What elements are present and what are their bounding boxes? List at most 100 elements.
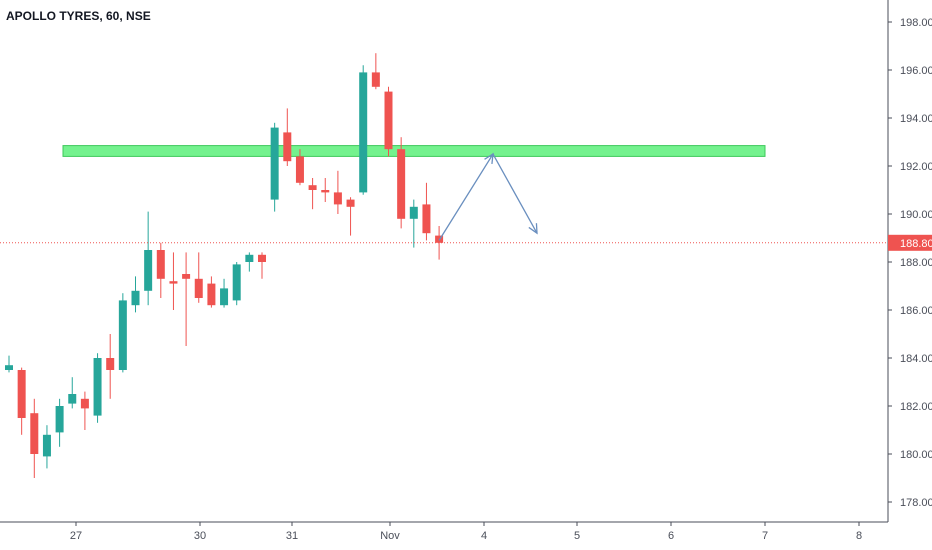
candle-down (156, 242, 165, 298)
candle-down (346, 197, 355, 236)
candle-body (68, 394, 77, 404)
resistance-zone[interactable] (62, 145, 766, 157)
candle-up (245, 252, 254, 272)
price-tick-label: 194.00 (900, 113, 932, 125)
candle-body (55, 406, 64, 433)
time-tick-label: 30 (194, 530, 206, 542)
price-tick-label: 188.00 (900, 257, 932, 269)
candle-body (17, 370, 26, 418)
candle-body (169, 281, 178, 284)
last-price-label: 188.80 (900, 238, 932, 250)
candle-down (80, 391, 89, 430)
candle-body (144, 250, 153, 291)
time-tick-label: 5 (574, 530, 580, 542)
candle-down (106, 334, 115, 399)
candle-up (144, 211, 153, 306)
candle-body (182, 274, 191, 279)
candle-body (371, 72, 380, 87)
candle-body (42, 434, 51, 457)
candle-body (30, 413, 39, 454)
time-tick-label: Nov (380, 530, 400, 542)
candle-up (232, 262, 241, 306)
time-tick-label: 27 (70, 530, 82, 542)
last-price-tag (888, 234, 932, 251)
candle-body (194, 278, 203, 298)
candle-up (220, 278, 229, 308)
price-tick-label: 198.00 (900, 17, 932, 29)
candle-down (333, 170, 342, 214)
candle-body (220, 288, 229, 306)
candle-down (422, 182, 431, 241)
candle-body (409, 206, 418, 219)
candle-down (371, 53, 380, 90)
candle-body (333, 192, 342, 205)
time-tick-label: 6 (668, 530, 674, 542)
price-tick-label: 184.00 (900, 353, 932, 365)
candle-down (321, 178, 330, 202)
candle-body (384, 91, 393, 150)
candle-up (55, 398, 64, 447)
candle-body (283, 132, 292, 162)
candle-body (422, 204, 431, 234)
candle-body (321, 190, 330, 193)
candle-up (118, 293, 127, 373)
candle-body (270, 127, 279, 200)
price-tick-label: 178.00 (900, 497, 932, 509)
candle-down (17, 367, 26, 435)
candle-down (384, 86, 393, 157)
price-tick-label: 190.00 (900, 209, 932, 221)
arrow-head-up (484, 152, 494, 165)
candle-body (156, 250, 165, 279)
candle-down (308, 178, 317, 210)
candle-body (118, 300, 127, 370)
candle-body (106, 358, 115, 370)
last-price-line: 188.80 (0, 234, 932, 251)
candle-body (93, 358, 102, 416)
candle-up (409, 199, 418, 248)
candle-down (397, 137, 406, 229)
candle-body (397, 149, 406, 219)
candle-up (131, 276, 140, 313)
candles (5, 53, 444, 478)
price-tick-label: 182.00 (900, 401, 932, 413)
resistance-zone-rect[interactable] (62, 145, 766, 157)
candle-body (295, 156, 304, 183)
chart-title: APOLLO TYRES, 60, NSE (6, 9, 151, 23)
candle-up (5, 355, 13, 373)
price-tick-label: 192.00 (900, 161, 932, 173)
projection-arrow[interactable] (438, 152, 538, 241)
candle-body (359, 72, 368, 193)
time-tick-label: 7 (762, 530, 768, 542)
candle-up (42, 425, 51, 469)
candle-down (30, 398, 39, 478)
candle-body (131, 290, 140, 306)
price-tick-label: 180.00 (900, 449, 932, 461)
candle-body (308, 185, 317, 190)
candle-down (295, 149, 304, 186)
axes (0, 0, 892, 526)
candle-up (68, 377, 77, 409)
price-tick-label: 196.00 (900, 65, 932, 77)
candle-down (194, 252, 203, 303)
candle-body (258, 254, 266, 262)
candle-body (207, 283, 216, 306)
candle-body (245, 254, 254, 262)
candle-up (270, 122, 279, 212)
candle-body (80, 398, 89, 409)
candle-body (5, 365, 13, 370)
candle-down (169, 252, 178, 310)
candle-down (207, 276, 216, 308)
time-tick-label: 4 (481, 530, 487, 542)
candle-down (258, 252, 266, 279)
time-tick-label: 8 (856, 530, 862, 542)
price-tick-label: 186.00 (900, 305, 932, 317)
candle-up (359, 65, 368, 195)
arrow-head-down (528, 223, 538, 235)
candle-down (283, 108, 292, 166)
candle-body (346, 199, 355, 207)
time-tick-label: 31 (286, 530, 298, 542)
arrow-path (438, 152, 538, 241)
axis-labels: 178.00 180.00 182.00 184.00 186.00 188.00 190.… (70, 17, 932, 542)
candle-body (232, 264, 241, 301)
